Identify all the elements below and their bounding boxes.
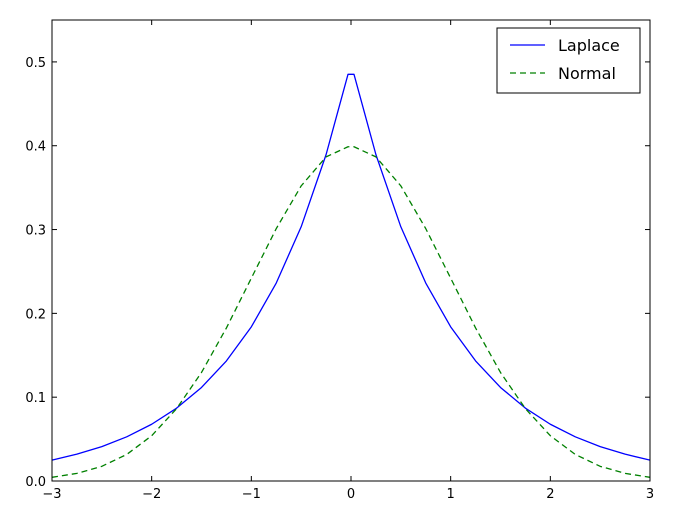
y-tick-label: 0.2 xyxy=(25,307,46,322)
x-axis: −3 −2 −1 0 1 2 3 xyxy=(42,20,654,502)
legend: Laplace Normal xyxy=(496,27,641,94)
plot-lines xyxy=(51,73,651,478)
series-line-laplace xyxy=(51,73,651,461)
x-tick-label: 1 xyxy=(447,487,455,502)
y-tick-label: 0.0 xyxy=(25,475,46,490)
x-tick-label: −2 xyxy=(142,487,161,502)
x-tick-label: 2 xyxy=(546,487,554,502)
y-axis: 0.0 0.1 0.2 0.3 0.4 0.5 xyxy=(25,56,650,490)
series-line-normal xyxy=(51,146,651,478)
y-tick-label: 0.3 xyxy=(25,224,46,239)
x-tick-label: 0 xyxy=(347,487,355,502)
x-tick-label: −1 xyxy=(242,487,261,502)
x-tick-label: −3 xyxy=(42,487,61,502)
legend-box xyxy=(496,27,641,94)
y-tick-label: 0.4 xyxy=(25,140,46,155)
y-tick-label: 0.1 xyxy=(25,391,46,406)
legend-label-laplace: Laplace xyxy=(558,36,620,55)
y-tick-label: 0.5 xyxy=(25,56,46,71)
x-tick-label: 3 xyxy=(646,487,654,502)
legend-label-normal: Normal xyxy=(558,64,616,83)
